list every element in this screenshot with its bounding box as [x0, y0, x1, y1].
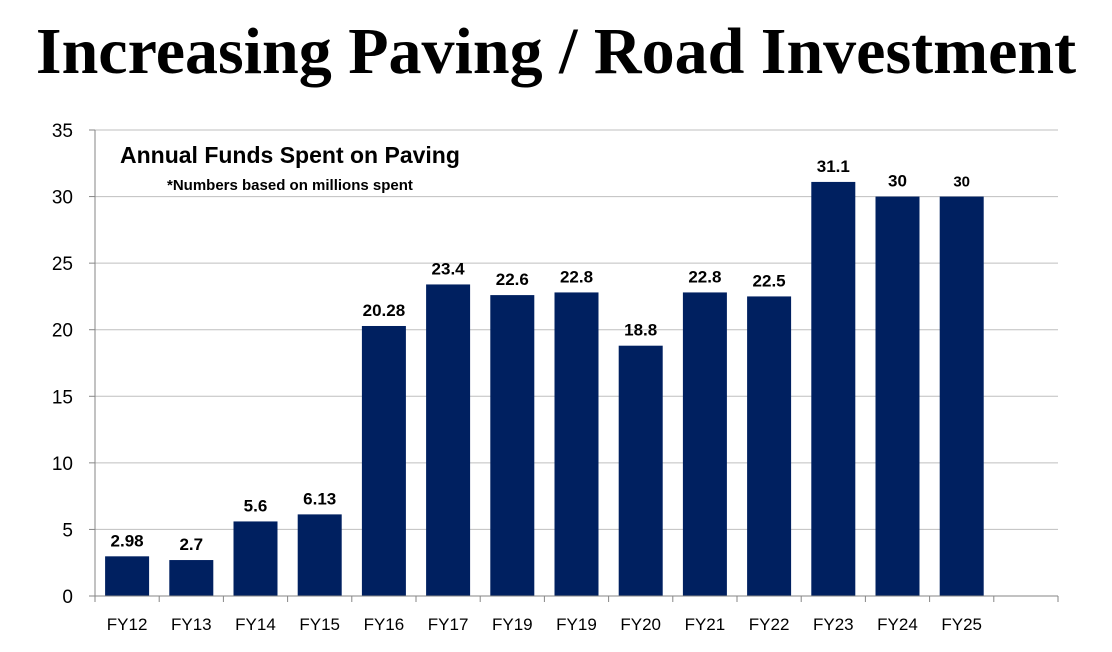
x-category-label: FY20 — [620, 615, 661, 634]
x-category-label: FY14 — [235, 615, 276, 634]
y-tick-label: 15 — [52, 387, 73, 408]
x-category-label: FY22 — [749, 615, 790, 634]
data-label: 18.8 — [624, 321, 657, 340]
data-label: 22.8 — [688, 267, 721, 286]
data-label: 23.4 — [432, 259, 466, 278]
x-category-label: FY16 — [364, 615, 405, 634]
data-label: 5.6 — [244, 496, 268, 515]
bar — [682, 292, 727, 596]
labels: 0 5 10 15 20 25 30 35 2.98 FY12 2.7 FY13 5.6 FY14 6.13… — [52, 121, 982, 634]
y-tick-label: 10 — [52, 454, 73, 475]
bar — [169, 560, 214, 596]
bar — [618, 345, 663, 596]
bar — [426, 284, 471, 596]
x-category-label: FY19 — [492, 615, 533, 634]
data-label: 2.98 — [111, 531, 144, 550]
bar — [233, 521, 278, 596]
bar — [297, 514, 342, 596]
x-category-label: FY19 — [556, 615, 597, 634]
data-label: 30 — [953, 174, 970, 191]
data-label: 30 — [888, 172, 907, 191]
x-category-label: FY24 — [877, 615, 918, 634]
bar — [105, 556, 150, 596]
data-label: 2.7 — [179, 535, 203, 554]
x-category-label: FY25 — [941, 615, 982, 634]
chart-subtitle: *Numbers based on millions spent — [167, 177, 413, 194]
x-category-label: FY15 — [299, 615, 340, 634]
y-tick-label: 25 — [52, 254, 73, 275]
y-tick-label: 30 — [52, 188, 73, 209]
data-label: 6.13 — [303, 489, 336, 508]
data-label: 22.6 — [496, 270, 529, 289]
y-tick-label: 35 — [52, 121, 73, 142]
bar — [554, 292, 599, 596]
bar — [811, 181, 856, 596]
y-tick-label: 5 — [62, 520, 73, 541]
x-category-label: FY21 — [685, 615, 726, 634]
bars — [105, 181, 984, 597]
bar — [875, 196, 920, 597]
data-label: 22.5 — [753, 271, 786, 290]
y-tick-label: 0 — [62, 587, 73, 608]
chart-title: Annual Funds Spent on Paving — [120, 142, 460, 168]
bar — [490, 295, 535, 596]
axes — [89, 129, 1059, 602]
x-category-label: FY12 — [107, 615, 148, 634]
bar — [747, 296, 792, 596]
data-label: 31.1 — [817, 157, 850, 176]
data-label: 20.28 — [363, 301, 406, 320]
x-category-label: FY17 — [428, 615, 469, 634]
bar — [361, 325, 406, 596]
bar — [939, 196, 984, 597]
page-title: Increasing Paving / Road Investment — [35, 15, 1077, 88]
x-category-label: FY13 — [171, 615, 212, 634]
data-label: 22.8 — [560, 267, 593, 286]
x-category-label: FY23 — [813, 615, 854, 634]
y-tick-label: 20 — [52, 321, 73, 342]
